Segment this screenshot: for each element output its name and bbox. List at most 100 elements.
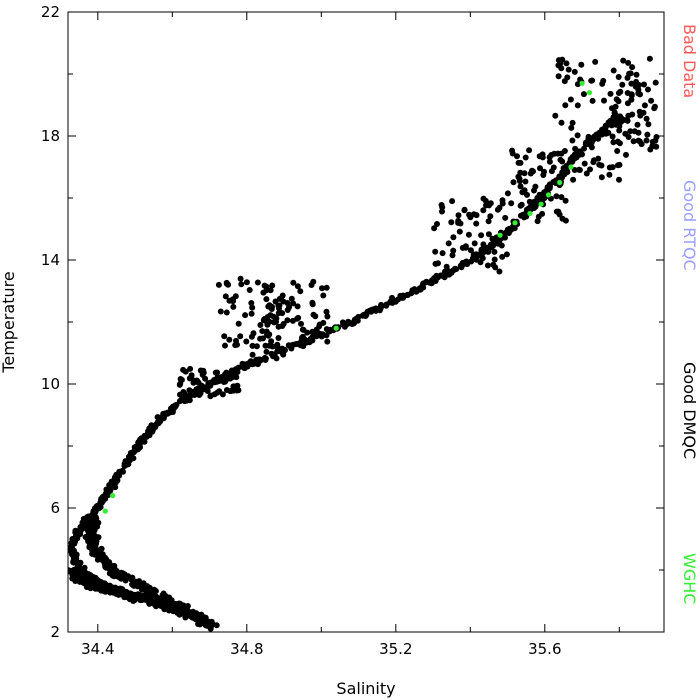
data-point-dmqc [445,240,452,247]
data-point-dmqc [522,154,529,161]
legend-entry-wghc: WGHC [680,553,699,604]
data-point-dmqc [111,573,118,580]
data-point-dmqc [249,342,256,349]
data-point-dmqc [145,429,152,436]
data-point-dmqc [273,355,280,362]
data-point-dmqc [515,159,522,166]
data-point-dmqc [645,86,651,93]
data-point-dmqc [652,137,659,144]
data-point-dmqc [151,586,158,593]
data-point-dmqc [481,246,488,253]
data-point-wghc [545,192,552,198]
data-point-dmqc [601,97,607,104]
data-point-dmqc [456,228,463,235]
data-point-dmqc [536,153,543,160]
axis-ticks-layer [68,11,664,633]
data-point-dmqc [569,156,576,163]
data-point-dmqc [160,593,167,600]
data-point-dmqc [572,145,579,152]
data-point-dmqc [299,334,305,341]
data-point-dmqc [491,248,498,255]
data-point-dmqc [160,410,167,417]
data-point-dmqc [576,167,583,173]
data-point-dmqc [266,318,273,325]
data-point-dmqc [239,360,246,367]
data-point-dmqc [466,211,473,218]
data-point-dmqc [309,301,316,308]
data-point-dmqc [140,584,147,591]
data-point-dmqc [126,457,132,464]
data-point-dmqc [625,134,632,140]
data-point-dmqc [324,313,331,320]
data-point-dmqc [383,302,390,309]
data-point-dmqc [279,350,286,357]
data-point-dmqc [537,165,543,172]
plot-frame [67,11,665,633]
data-point-dmqc [166,607,172,614]
x-tick-label: 34.8 [230,640,263,658]
data-point-dmqc [420,280,427,287]
data-point-dmqc [562,102,569,109]
data-point-dmqc [259,328,266,335]
data-point-dmqc [629,64,636,71]
data-point-dmqc [607,90,614,97]
data-point-dmqc [234,369,241,375]
data-point-dmqc [123,588,130,595]
data-point-dmqc [202,620,209,627]
data-point-dmqc [624,100,631,107]
data-point-dmqc [290,279,297,286]
data-point-dmqc [484,262,491,269]
data-point-dmqc [263,296,270,303]
data-point-dmqc [465,231,472,238]
data-point-dmqc [253,343,260,350]
data-point-dmqc [607,117,614,124]
data-point-dmqc [553,193,560,200]
y-tick-label: 18 [41,127,60,145]
data-point-dmqc [85,532,92,539]
data-point-dmqc [478,232,485,239]
data-point-dmqc [294,283,301,290]
data-point-dmqc [306,338,313,344]
data-point-dmqc [223,309,230,316]
data-point-dmqc [558,150,565,157]
data-point-dmqc [263,348,270,355]
data-point-dmqc [98,545,105,552]
data-point-dmqc [260,289,267,296]
data-point-wghc [512,220,518,226]
data-point-dmqc [188,392,195,398]
data-point-dmqc [498,242,505,249]
data-point-dmqc [580,91,587,98]
data-point-dmqc [623,151,629,158]
data-point-dmqc [222,378,229,385]
data-point-dmqc [578,61,585,68]
data-point-dmqc [85,517,92,524]
data-point-dmqc [647,146,654,153]
data-point-dmqc [89,550,96,557]
data-point-dmqc [609,164,616,171]
data-point-dmqc [228,387,235,394]
data-point-dmqc [494,206,501,213]
legend-entry-bad-data: Bad Data [680,24,699,98]
data-point-dmqc [323,332,330,339]
data-points-layer [68,55,660,632]
data-point-dmqc [91,527,98,534]
data-point-dmqc [74,529,81,536]
data-point-dmqc [426,279,433,286]
data-point-dmqc [590,159,597,166]
data-point-dmqc [581,145,587,152]
data-point-dmqc [595,155,602,162]
data-point-dmqc [614,148,621,154]
data-point-dmqc [612,103,619,110]
data-point-dmqc [95,552,102,559]
data-point-dmqc [69,575,76,582]
data-point-dmqc [470,251,477,258]
data-point-dmqc [641,81,647,88]
data-point-dmqc [275,335,282,341]
data-point-dmqc [480,207,487,214]
data-point-dmqc [136,441,143,448]
data-point-dmqc [600,77,607,84]
y-tick-label: 14 [41,251,60,269]
data-point-dmqc [628,80,635,87]
data-point-dmqc [351,318,358,325]
data-point-dmqc [378,301,385,308]
